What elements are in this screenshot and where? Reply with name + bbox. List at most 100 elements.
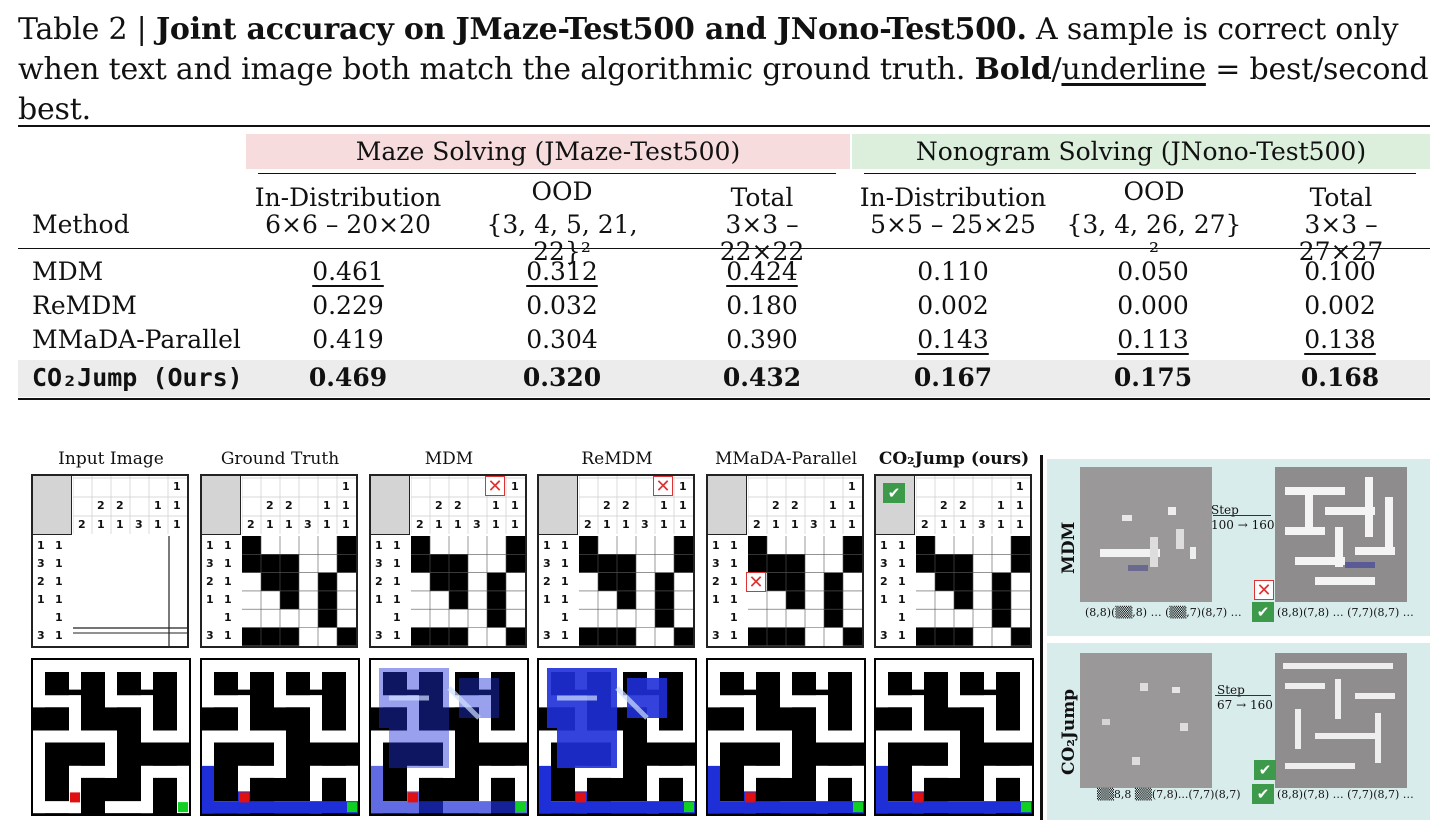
clue-number: 1 (848, 499, 856, 512)
clue-number: 1 (848, 480, 856, 493)
clue-number: 3 (712, 557, 720, 570)
caption-underline-word: underline (1061, 52, 1206, 87)
clue-number: 1 (55, 575, 63, 588)
nonogram-panel: 1 2 2 1 1 2 1 1 3 1 1 1 1 3 1 2 1 1 1 1 3 1 ✕ (706, 474, 864, 648)
clue-number: 1 (37, 539, 45, 552)
clue-number: 2 (78, 518, 86, 531)
step-range: 100 → 160 (1211, 518, 1275, 532)
clue-number: 2 (712, 575, 720, 588)
clue-number: 1 (154, 499, 162, 512)
clue-number: 1 (622, 518, 630, 531)
method-header: Method (32, 210, 130, 239)
nonogram-corner (33, 476, 72, 535)
nonogram-panel: 1 2 2 1 1 2 1 1 3 1 1 1 1 3 1 2 1 1 1 1 3 1 ✔ (874, 474, 1032, 648)
clue-number: 2 (435, 499, 443, 512)
clue-number: 1 (730, 539, 738, 552)
clue-number: 1 (880, 593, 888, 606)
clue-number: 1 (55, 611, 63, 624)
clue-number: 2 (285, 499, 293, 512)
step-arrow (1213, 515, 1271, 516)
clue-number: 1 (880, 539, 888, 552)
clue-number: 1 (55, 629, 63, 642)
clue-number: 1 (342, 480, 350, 493)
blurry-maze-before (1080, 653, 1212, 788)
clue-number: 1 (511, 480, 519, 493)
caption-bold-word: Bold (974, 52, 1052, 87)
nonogram-grid (73, 536, 187, 646)
clue-number: 1 (116, 518, 124, 531)
check-icon: ✔ (1252, 784, 1274, 804)
error-icon: ✕ (1254, 580, 1274, 600)
clue-number: 1 (679, 499, 687, 512)
blurry-maze-image (1285, 477, 1395, 585)
clue-number: 1 (898, 575, 906, 588)
fig-col-title: Ground Truth (220, 449, 340, 469)
clue-number: 1 (730, 629, 738, 642)
table-row: MMaDA-Parallel 0.419 0.304 0.390 0.143 0… (32, 325, 1376, 354)
clue-number: 1 (730, 557, 738, 570)
clue-number: 1 (435, 518, 443, 531)
caption-body: A sample is correct only when text and i… (18, 12, 1399, 87)
clue-number: 1 (898, 539, 906, 552)
table-row: MDM 0.461 0.312 0.424 0.110 0.050 0.100 (32, 257, 1376, 286)
clue-number: 1 (997, 499, 1005, 512)
side-label: CO₂Jump (1059, 688, 1079, 775)
clue-number: 1 (454, 518, 462, 531)
fig-col-title: ReMDM (581, 449, 653, 469)
clue-number: 1 (55, 593, 63, 606)
fig-col-title: Input Image (58, 449, 164, 469)
table-top-rule (18, 125, 1430, 127)
clue-number: 1 (492, 499, 500, 512)
clue-number: 3 (206, 629, 214, 642)
table-row: ReMDM 0.229 0.032 0.180 0.002 0.000 0.00… (32, 291, 1376, 320)
clue-number: 3 (473, 518, 481, 531)
clue-number: 1 (829, 499, 837, 512)
maze-panel (200, 658, 360, 816)
clue-number: 1 (393, 539, 401, 552)
clue-number: 1 (154, 518, 162, 531)
side-label: MDM (1059, 521, 1079, 574)
fig-col-title: CO₂Jump (ours) (878, 449, 1030, 469)
clue-number: 1 (898, 593, 906, 606)
maze-cmidrule (258, 173, 836, 174)
clue-number: 1 (206, 539, 214, 552)
col-header: Total 3×3 – 22×22 (719, 183, 805, 266)
nonogram-grid (579, 536, 693, 646)
check-icon: ✔ (1252, 602, 1274, 622)
nono-group-header: Nonogram Solving (JNono-Test500) (852, 134, 1430, 169)
clue-number: 1 (342, 499, 350, 512)
maze-panel (537, 658, 697, 816)
clue-number: 2 (454, 499, 462, 512)
clue-number: 2 (940, 499, 948, 512)
clue-number: 1 (1016, 480, 1024, 493)
clue-number: 2 (880, 575, 888, 588)
clue-number: 1 (712, 539, 720, 552)
table-caption: Table 2 | Joint accuracy on JMaze-Test50… (18, 10, 1433, 130)
clue-number: 2 (116, 499, 124, 512)
clue-number: 2 (97, 499, 105, 512)
clue-number: 3 (543, 557, 551, 570)
clue-number: 1 (224, 575, 232, 588)
clue-number: 1 (679, 518, 687, 531)
clue-number: 1 (393, 557, 401, 570)
blurry-maze-image (1102, 683, 1188, 765)
clue-number: 3 (641, 518, 649, 531)
clue-number: 3 (543, 629, 551, 642)
clue-number: 1 (323, 518, 331, 531)
clue-number: 3 (37, 557, 45, 570)
step-label: Step (1211, 503, 1239, 517)
clue-number: 1 (660, 518, 668, 531)
nonogram-corner (202, 476, 241, 535)
step-range: 67 → 160 (1217, 698, 1273, 712)
clue-number: 1 (561, 575, 569, 588)
caption-title: Joint accuracy on JMaze-Test500 and JNon… (155, 12, 1027, 47)
maze-panel (874, 658, 1034, 816)
